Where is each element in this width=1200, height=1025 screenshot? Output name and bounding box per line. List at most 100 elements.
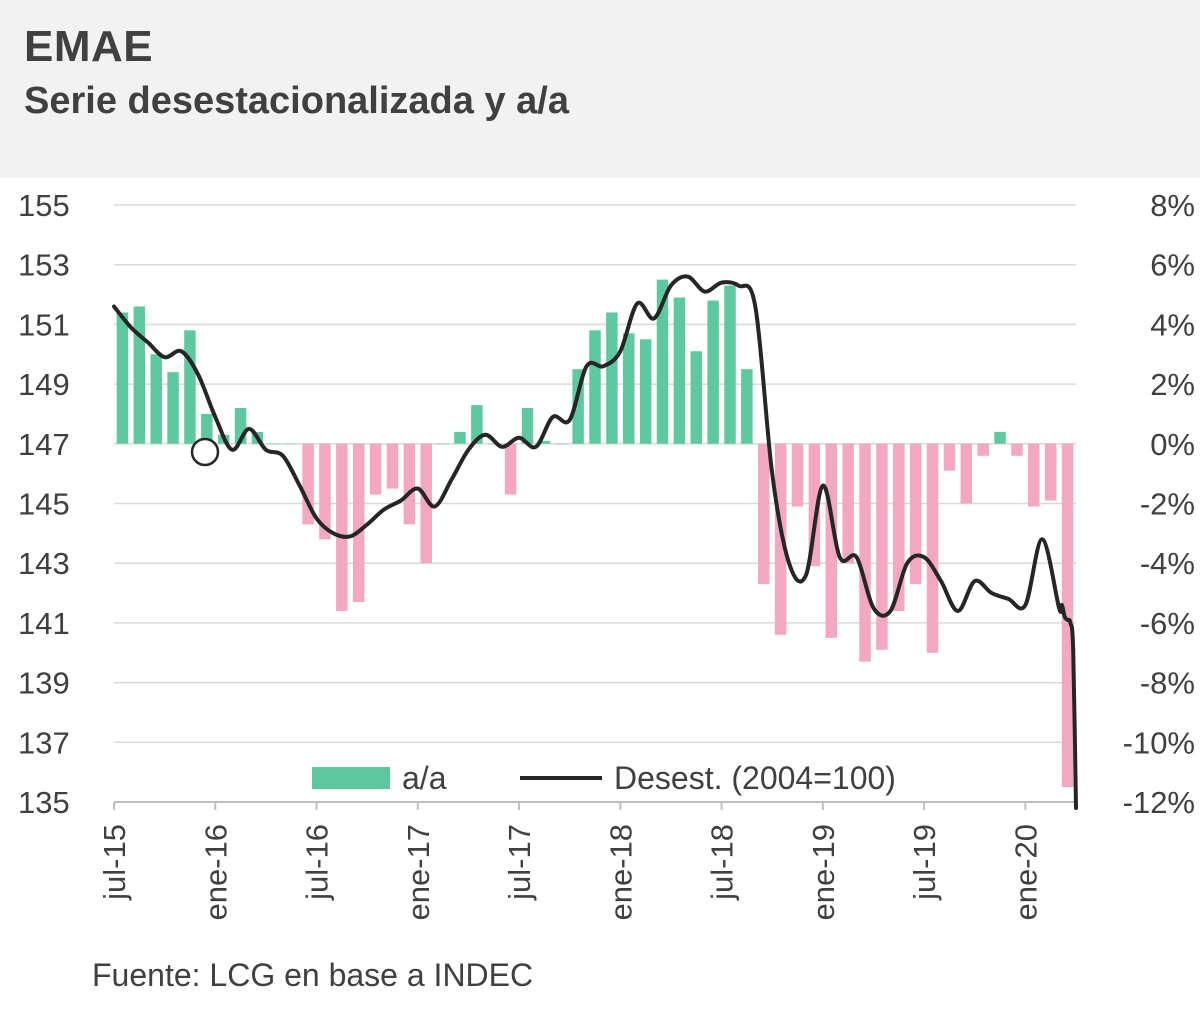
yoy-bar <box>555 443 567 445</box>
y-right-tick-label: -2% <box>1140 487 1195 522</box>
yoy-bar <box>791 443 804 507</box>
source-note: Fuente: LCG en base a INDEC <box>92 957 534 993</box>
y-right-tick-label: 4% <box>1150 307 1195 342</box>
yoy-bar <box>842 443 854 564</box>
legend-label-desest: Desest. (2004=100) <box>614 760 896 796</box>
yoy-bar <box>116 312 129 444</box>
yoy-bar <box>909 443 922 585</box>
yoy-bar <box>774 443 787 635</box>
yoy-bar <box>589 330 601 444</box>
legend: a/a Desest. (2004=100) <box>312 760 896 796</box>
yoy-bar <box>403 443 416 525</box>
y-left-tick-label: 143 <box>18 546 70 581</box>
yoy-bar <box>167 372 179 444</box>
legend-swatch-aa <box>312 767 390 789</box>
y-left-tick-label: 145 <box>18 487 70 522</box>
yoy-bar <box>623 333 635 444</box>
yoy-bar <box>471 404 483 444</box>
yoy-bar <box>454 431 466 444</box>
yoy-bar <box>437 443 449 445</box>
yoy-bar <box>606 312 618 444</box>
yoy-bar <box>724 285 736 444</box>
y-right-tick-label: 8% <box>1150 188 1195 223</box>
y-left-tick-label: 151 <box>18 307 70 342</box>
yoy-bar <box>639 339 652 444</box>
y-right-tick-label: -10% <box>1123 725 1195 760</box>
yoy-bar <box>572 369 584 444</box>
yoy-bar <box>893 443 905 611</box>
yoy-bar <box>707 300 719 444</box>
yoy-bar <box>369 443 382 495</box>
y-left-tick-label: 147 <box>18 427 70 462</box>
x-tick-label: ene-20 <box>1008 824 1043 921</box>
yoy-bar <box>1028 443 1040 507</box>
x-tick-label: jul-15 <box>97 824 132 901</box>
x-tick-label: ene-17 <box>401 824 436 921</box>
yoy-bar <box>521 407 534 444</box>
y-right-tick-label: -12% <box>1123 785 1195 820</box>
yoy-bar <box>386 443 399 489</box>
yoy-bar <box>859 443 871 662</box>
yoy-bar <box>808 443 821 567</box>
yoy-bar <box>926 443 939 653</box>
yoy-bar <box>150 354 162 444</box>
y-left-tick-label: 155 <box>18 188 70 223</box>
y-right-tick-label: 6% <box>1150 248 1195 283</box>
yoy-bar <box>234 407 247 444</box>
yoy-bar <box>656 279 669 444</box>
yoy-bar <box>133 306 146 444</box>
y-right-tick-label: -4% <box>1140 546 1195 581</box>
desest-line-group <box>112 274 1078 810</box>
yoy-bar <box>352 443 365 603</box>
legend-label-aa: a/a <box>402 760 447 796</box>
y-left-tick-label: 153 <box>18 248 70 283</box>
y-right-tick-label: -8% <box>1140 666 1195 701</box>
x-tick-label: jul-16 <box>300 824 335 901</box>
highlight-marker <box>190 437 220 467</box>
chart-title: EMAE <box>24 22 154 71</box>
yoy-bar <box>336 443 348 611</box>
yoy-bar <box>1011 443 1023 456</box>
x-tick-label: ene-16 <box>198 824 233 921</box>
yoy-bar <box>741 369 753 444</box>
yoy-bar <box>758 443 770 585</box>
x-tick-label: jul-19 <box>907 824 942 901</box>
yoy-bar <box>420 443 432 564</box>
y-right-tick-label: 2% <box>1150 367 1195 402</box>
chart-subtitle: Serie desestacionalizada y a/a <box>24 80 569 122</box>
yoy-bar <box>1044 443 1057 501</box>
y-left-tick-label: 141 <box>18 606 70 641</box>
yoy-bar <box>876 443 888 650</box>
yoy-bar <box>538 440 551 444</box>
x-tick-label: jul-17 <box>502 824 537 901</box>
y-left-tick-label: 137 <box>18 725 70 760</box>
x-tick-label: ene-18 <box>603 824 638 921</box>
y-left-tick-label: 135 <box>18 785 70 820</box>
y-left-tick-label: 139 <box>18 666 70 701</box>
yoy-bar <box>690 351 703 444</box>
yoy-bar <box>487 443 500 445</box>
yoy-bar <box>184 330 196 444</box>
yoy-bar <box>977 443 989 456</box>
y-right-tick-label: -6% <box>1140 606 1195 641</box>
yoy-bar <box>319 443 331 540</box>
x-tick-label: ene-19 <box>806 824 841 921</box>
yoy-bar <box>268 443 281 445</box>
yoy-bar <box>673 297 686 444</box>
axes: 135 137 139 141 143 145 147 149 151 153 155 -12% -10… <box>18 188 1195 921</box>
yoy-bar <box>504 443 517 495</box>
yoy-bars <box>116 279 1074 788</box>
yoy-bar <box>994 431 1006 444</box>
yoy-bar <box>302 443 314 525</box>
yoy-bar <box>960 443 973 504</box>
y-left-tick-label: 149 <box>18 367 70 402</box>
yoy-bar <box>285 443 297 445</box>
desest-line <box>112 274 1078 810</box>
chart-header: EMAE Serie desestacionalizada y a/a <box>0 0 1200 178</box>
y-right-tick-label: 0% <box>1150 427 1195 462</box>
x-tick-label: jul-18 <box>705 824 740 901</box>
yoy-bar <box>943 443 956 471</box>
yoy-bar <box>1061 443 1074 788</box>
yoy-bar <box>825 443 838 638</box>
